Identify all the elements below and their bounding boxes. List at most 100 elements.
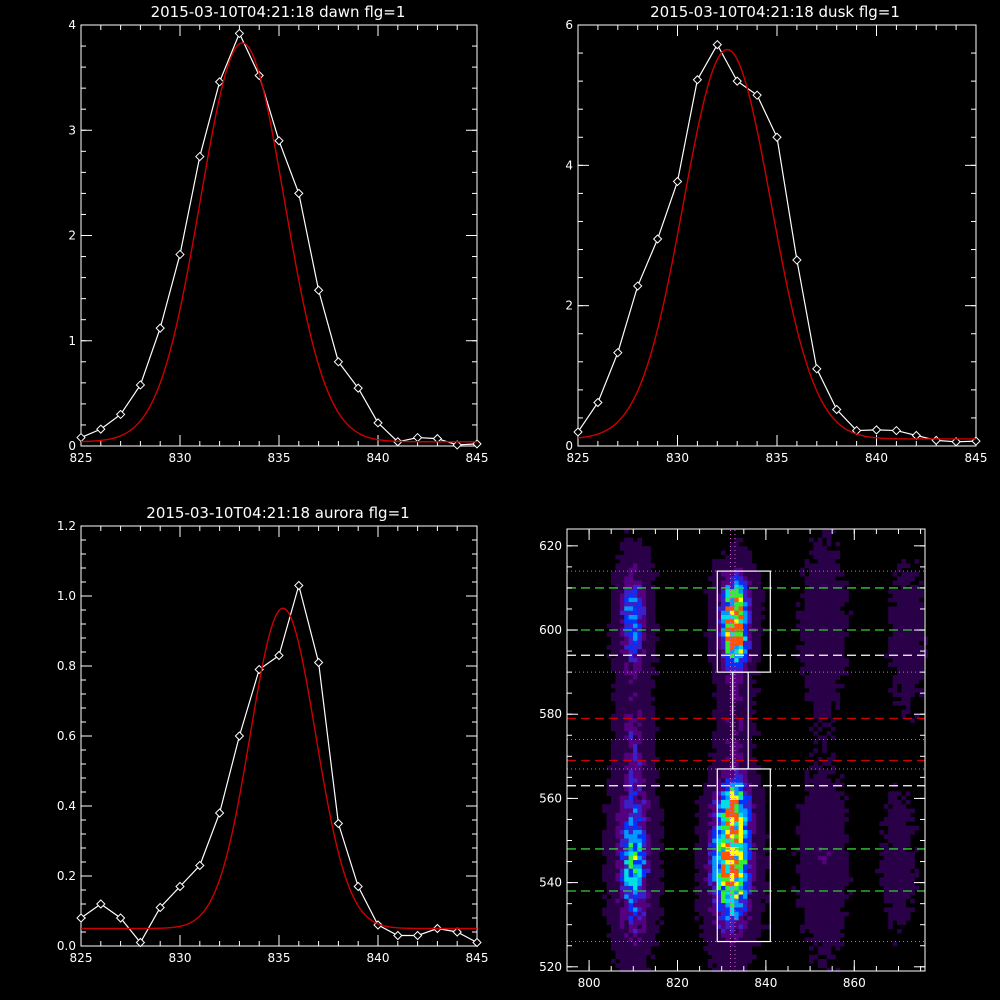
heatmap-pixel <box>641 765 647 771</box>
heatmap-pixel <box>646 920 651 925</box>
heatmap-pixel <box>738 761 744 766</box>
heatmap-pixel <box>743 739 748 745</box>
heatmap-pixel <box>804 610 810 616</box>
heatmap-pixel <box>650 842 656 848</box>
heatmap-pixel <box>703 847 709 852</box>
heatmap-pixel <box>905 636 911 642</box>
heatmap-pixel <box>606 916 612 921</box>
heatmap-pixel <box>641 666 647 672</box>
heatmap-pixel <box>813 847 819 852</box>
heatmap-pixel <box>743 954 748 960</box>
heatmap-pixel <box>707 602 713 607</box>
heatmap-pixel <box>800 830 805 835</box>
heatmap-pixel <box>734 873 739 878</box>
heatmap-pixel <box>844 670 849 676</box>
heatmap-pixel <box>839 933 845 938</box>
heatmap-pixel <box>743 928 748 934</box>
heatmap-pixel <box>646 662 651 667</box>
heatmap-pixel <box>707 791 713 796</box>
heatmap-pixel <box>826 817 832 822</box>
heatmap-pixel <box>822 584 827 590</box>
heatmap-pixel <box>747 623 753 629</box>
heatmap-pixel <box>716 778 722 783</box>
heatmap-pixel <box>716 860 722 865</box>
heatmap-pixel <box>624 842 629 848</box>
heatmap-pixel <box>641 864 647 869</box>
heatmap-pixel <box>619 610 625 616</box>
heatmap-pixel <box>905 597 911 603</box>
heatmap-pixel <box>611 572 616 577</box>
heatmap-pixel <box>826 563 832 568</box>
heatmap-pixel <box>712 597 717 603</box>
heatmap-pixel <box>712 589 717 594</box>
heatmap-pixel <box>729 658 735 663</box>
heatmap-pixel <box>795 864 801 869</box>
heatmap-pixel <box>743 791 748 796</box>
heatmap-pixel <box>633 907 638 912</box>
heatmap-pixel <box>897 825 902 831</box>
heatmap-pixel <box>646 756 651 762</box>
heatmap-pixel <box>633 937 638 943</box>
heatmap-pixel <box>804 645 810 650</box>
heatmap-pixel <box>641 877 647 882</box>
heatmap-pixel <box>619 967 625 973</box>
heatmap-pixel <box>839 855 845 861</box>
heatmap-pixel <box>619 868 625 874</box>
heatmap-pixel <box>624 791 629 796</box>
heatmap-pixel <box>751 701 757 706</box>
heatmap-pixel <box>611 825 616 831</box>
heatmap-pixel <box>804 658 810 663</box>
heatmap-pixel <box>826 559 832 564</box>
heatmap-pixel <box>817 546 823 551</box>
heatmap-pixel <box>760 847 766 852</box>
heatmap-pixel <box>633 632 638 637</box>
y-tick-label: 560 <box>539 791 562 805</box>
heatmap-pixel <box>897 873 902 878</box>
heatmap-pixel <box>809 851 814 857</box>
heatmap-pixel <box>905 709 911 715</box>
heatmap-pixel <box>725 787 731 792</box>
heatmap-pixel <box>637 817 643 822</box>
heatmap-pixel <box>707 799 713 805</box>
heatmap-pixel <box>813 920 819 925</box>
heatmap-pixel <box>646 774 651 779</box>
heatmap-pixel <box>725 830 731 835</box>
heatmap-pixel <box>760 885 766 891</box>
heatmap-pixel <box>822 950 827 955</box>
heatmap-pixel <box>725 705 731 710</box>
heatmap-pixel <box>743 735 748 740</box>
heatmap-pixel <box>817 928 823 934</box>
heatmap-pixel <box>743 666 748 672</box>
heatmap-pixel <box>624 752 629 758</box>
heatmap-pixel <box>619 916 625 921</box>
heatmap-pixel <box>602 804 607 809</box>
heatmap-pixel <box>694 877 700 882</box>
heatmap-pixel <box>804 692 810 697</box>
heatmap-pixel <box>628 559 634 564</box>
heatmap-pixel <box>712 563 717 568</box>
heatmap-pixel <box>650 812 656 818</box>
heatmap-pixel <box>624 864 629 869</box>
heatmap-pixel <box>817 735 823 740</box>
heatmap-pixel <box>721 572 726 577</box>
heatmap-pixel <box>822 873 827 878</box>
heatmap-pixel <box>637 576 643 581</box>
heatmap-pixel <box>914 670 920 676</box>
heatmap-pixel <box>809 916 814 921</box>
heatmap-pixel <box>760 842 766 848</box>
heatmap-pixel <box>646 881 651 887</box>
heatmap-pixel <box>712 928 717 934</box>
heatmap-pixel <box>751 593 757 599</box>
heatmap-pixel <box>650 834 656 839</box>
heatmap-pixel <box>650 739 656 745</box>
heatmap-pixel <box>901 572 907 577</box>
heatmap-pixel <box>725 950 731 955</box>
heatmap-pixel <box>751 924 757 930</box>
heatmap-pixel <box>817 916 823 921</box>
heatmap-pixel <box>839 640 845 646</box>
heatmap-pixel <box>800 860 805 865</box>
heatmap-pixel <box>835 597 841 603</box>
heatmap-pixel <box>721 808 726 814</box>
heatmap-pixel <box>650 726 656 732</box>
heatmap-pixel <box>633 941 638 947</box>
